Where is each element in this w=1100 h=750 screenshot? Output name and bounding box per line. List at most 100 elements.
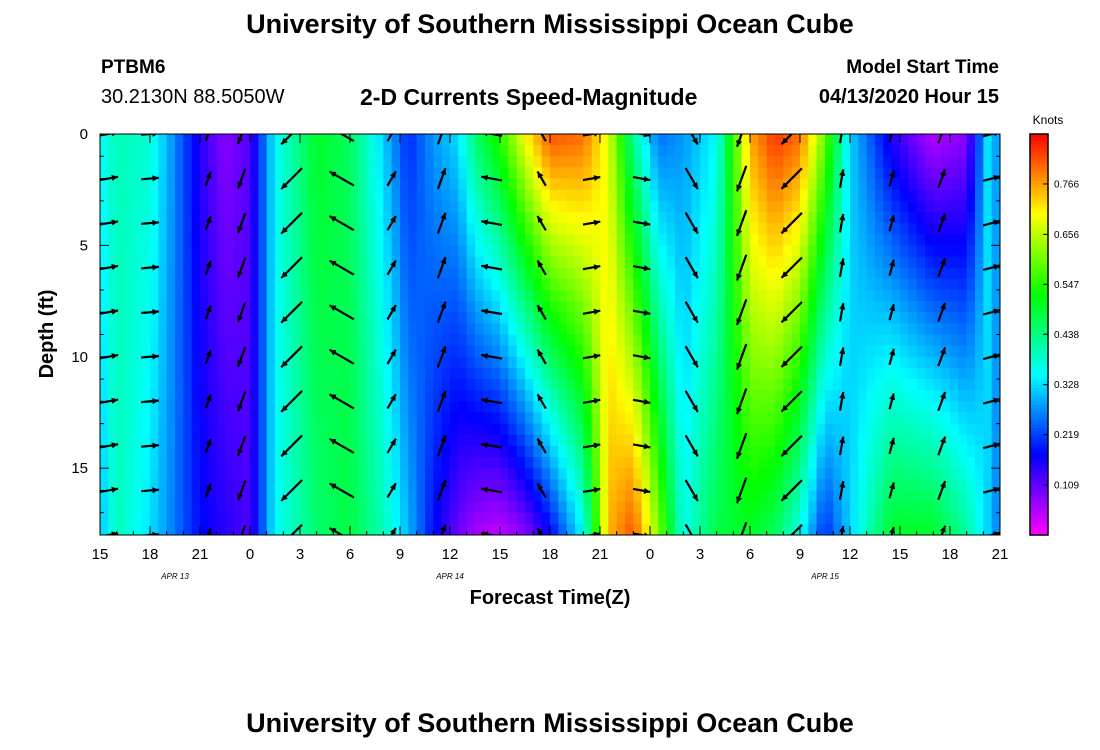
heatmap-cell xyxy=(191,245,201,258)
heatmap-cell xyxy=(616,379,626,391)
current-vector-arrow xyxy=(684,301,699,324)
current-vector-arrow xyxy=(536,170,547,187)
heatmap-cell xyxy=(808,134,818,146)
heatmap-cell xyxy=(566,345,576,358)
heatmap-cell xyxy=(200,412,209,425)
heatmap-cell xyxy=(116,234,126,246)
heatmap-cell xyxy=(775,134,784,146)
heatmap-cell xyxy=(933,312,943,324)
heatmap-cell xyxy=(891,312,901,324)
heatmap-cell xyxy=(866,167,876,180)
heatmap-cell xyxy=(716,379,726,391)
current-vector-arrow xyxy=(684,256,699,279)
heatmap-cell xyxy=(950,479,959,492)
heatmap-cell xyxy=(666,234,676,246)
heatmap-cell xyxy=(508,267,518,280)
heatmap-cell xyxy=(600,256,609,269)
heatmap-cell xyxy=(466,523,476,535)
heatmap-cell xyxy=(341,301,351,313)
heatmap-cell xyxy=(708,323,718,336)
heatmap-cell xyxy=(450,345,459,358)
heatmap-cell xyxy=(850,245,859,258)
heatmap-cell xyxy=(891,401,901,414)
heatmap-cell xyxy=(583,145,593,157)
heatmap-cell xyxy=(600,278,609,291)
heatmap-cell xyxy=(925,278,934,291)
heatmap-cell xyxy=(750,301,759,313)
heatmap-cell xyxy=(275,223,284,235)
heatmap-cell xyxy=(250,323,259,336)
heatmap-cell xyxy=(658,178,668,191)
heatmap-cell xyxy=(916,412,926,425)
heatmap-cell xyxy=(250,267,259,280)
heatmap-cell xyxy=(583,501,593,514)
heatmap-cell xyxy=(833,323,843,336)
heatmap-cell xyxy=(925,145,934,157)
heatmap-cell xyxy=(675,278,684,291)
heatmap-cell xyxy=(816,223,826,235)
heatmap-cell xyxy=(166,278,176,291)
heatmap-cell xyxy=(141,412,151,425)
heatmap-cell xyxy=(466,234,476,246)
heatmap-cell xyxy=(191,200,201,213)
heatmap-cell xyxy=(808,301,818,313)
heatmap-cell xyxy=(750,401,759,414)
colorbar-segment xyxy=(1030,144,1048,148)
heatmap-cell xyxy=(758,223,768,235)
heatmap-cell xyxy=(841,345,851,358)
heatmap-cell xyxy=(325,256,334,269)
heatmap-cell xyxy=(525,323,534,336)
heatmap-cell xyxy=(808,379,818,391)
heatmap-cell xyxy=(483,289,493,302)
heatmap-cell xyxy=(458,145,468,157)
heatmap-cell xyxy=(366,468,376,480)
heatmap-cell xyxy=(616,412,626,425)
heatmap-cell xyxy=(708,523,718,535)
heatmap-cell xyxy=(650,145,659,157)
heatmap-cell xyxy=(283,512,293,525)
heatmap-cell xyxy=(600,267,609,280)
heatmap-cell xyxy=(808,267,818,280)
heatmap-cell xyxy=(441,512,451,525)
heatmap-cell xyxy=(558,401,568,414)
heatmap-cell xyxy=(350,156,359,169)
heatmap-cell xyxy=(833,434,843,447)
heatmap-cell xyxy=(441,211,451,224)
heatmap-cell xyxy=(166,178,176,191)
heatmap-cell xyxy=(241,156,251,169)
heatmap-cell xyxy=(425,312,434,324)
heatmap-cell xyxy=(525,367,534,380)
heatmap-cell xyxy=(691,245,701,258)
heatmap-cell xyxy=(275,178,284,191)
heatmap-cell xyxy=(100,468,109,480)
heatmap-cell xyxy=(266,367,276,380)
heatmap-cell xyxy=(900,412,909,425)
heatmap-cell xyxy=(175,434,184,447)
heatmap-cell xyxy=(491,267,501,280)
heatmap-cell xyxy=(950,211,959,224)
heatmap-cell xyxy=(241,379,251,391)
heatmap-cell xyxy=(766,223,776,235)
heatmap-cell xyxy=(525,301,534,313)
heatmap-cell xyxy=(450,223,459,235)
heatmap-cell xyxy=(733,390,743,402)
heatmap-cell xyxy=(550,289,559,302)
heatmap-cell xyxy=(433,490,443,503)
heatmap-cell xyxy=(600,289,609,302)
heatmap-cell xyxy=(175,211,184,224)
heatmap-cell xyxy=(516,523,526,535)
heatmap-cell xyxy=(491,367,501,380)
current-vector-arrow xyxy=(888,437,896,455)
heatmap-cell xyxy=(975,434,984,447)
heatmap-cell xyxy=(883,490,893,503)
heatmap-cell xyxy=(850,145,859,157)
heatmap-cell xyxy=(858,345,868,358)
heatmap-cell xyxy=(575,134,584,146)
heatmap-cell xyxy=(133,356,143,369)
heatmap-cell xyxy=(616,145,626,157)
heatmap-cell xyxy=(766,256,776,269)
heatmap-cell xyxy=(850,479,859,492)
heatmap-cell xyxy=(625,523,634,535)
heatmap-cell xyxy=(683,334,693,347)
heatmap-cell xyxy=(983,256,993,269)
